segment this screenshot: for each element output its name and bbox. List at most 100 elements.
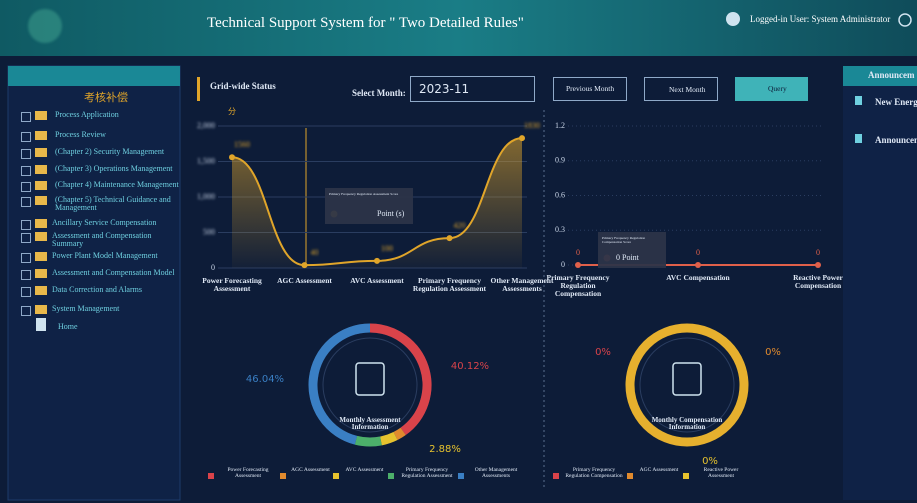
y-tick-label: 500 [203,227,215,236]
folder-icon [35,131,47,140]
legend-label: Reactive Power Assessment [703,467,739,479]
donut-slice [393,427,406,441]
tree-item[interactable]: (Chapter 3) Operations Management [55,164,173,173]
prev-button[interactable]: Previous Month [553,77,627,101]
unit-label: 分 [228,107,236,116]
logo [28,9,62,43]
point [301,262,308,269]
tree-item[interactable]: (Chapter 5) Technical Guidance and Manag… [55,195,171,213]
section-title: Grid-wide Status [210,81,276,91]
x-tick-label: Primary Frequency Regulation Assessment [412,276,487,293]
folder-icon [35,252,47,261]
value-label: 40.12% [451,361,489,372]
next-label: Next Month [669,85,706,94]
expand-icon [21,149,31,159]
expand-icon [21,166,31,176]
legend-swatch [683,473,689,479]
y-tick-label: 2,000 [197,121,215,130]
legend-label: Primary Frequency Regulation Assessment [401,467,453,479]
x-tick-label: Reactive Power Compensation [793,273,843,290]
donut-title: Monthly Assessment Information [339,416,401,432]
tooltip [325,188,413,224]
legend-swatch [388,473,394,479]
value-label: 0 [816,248,820,257]
folder-icon [35,111,47,120]
announce-item[interactable]: Announcem [875,135,917,145]
y-tick-label: 0 [211,263,215,272]
x-tick-label: Primary Frequency Regulation Compensatio… [546,273,610,298]
query-button[interactable]: Query [735,77,808,101]
value-label: 46.04% [246,374,284,385]
legend-swatch [627,473,633,479]
expand-icon [21,220,31,230]
legend-label: AGC Assessment [291,467,330,473]
point [374,257,380,264]
folder-icon [35,269,47,278]
tree-item[interactable]: Process Application [55,110,119,119]
legend-label: AVC Assessment [345,467,384,473]
x-tick-label: Other Management Assessments [490,276,554,293]
icon [672,362,702,396]
y-tick-label: 1,500 [197,156,215,165]
y-tick-label: 0.3 [555,225,565,234]
point [575,262,581,268]
x-tick-label: Power Forecasting Assessment [202,276,262,293]
tooltip-text: 0 Point [616,253,639,262]
app-title: Technical Support System for " Two Detai… [207,15,524,31]
y-tick-label: 0.9 [555,156,565,165]
header-bar [0,0,917,56]
legend-label: Power Forecasting Assessment [227,467,269,479]
donut-slice [369,323,432,436]
ring [625,323,749,447]
tree-item[interactable]: Data Correction and Alarms [52,285,142,294]
tree-item[interactable]: Ancillary Service Compensation [52,218,157,227]
announce-item[interactable]: New Energ [875,97,917,107]
value-label: 1830 [524,121,540,130]
tree-item[interactable]: Assessment and Compensation Summary [52,231,152,249]
point [815,262,821,268]
value-label: 0 [576,248,580,257]
donut-slice [354,435,382,447]
tree-item[interactable]: Process Review [55,130,106,139]
tree-item[interactable]: Assessment and Compensation Model [52,268,175,277]
y-tick-label: 0 [561,260,565,269]
x-tick-label: AVC Compensation [666,273,730,282]
value-label: 100 [381,244,393,253]
tree-item[interactable]: System Management [52,304,120,313]
tree-item[interactable]: Home [58,322,78,331]
folder-icon [35,305,47,314]
expand-icon [21,197,31,207]
legend-swatch [458,473,464,479]
point [695,262,701,268]
tooltip-title: Primary Frequency Regulation Compensatio… [602,236,646,244]
legend-label: Primary Frequency Regulation Compensatio… [565,467,623,479]
inner-ring [322,337,418,433]
tree-item[interactable]: Power Plant Model Management [52,251,158,260]
expand-icon [21,233,31,243]
tooltip-unit: Point (s) [377,209,405,218]
next-button[interactable]: Next Month [644,77,718,101]
tree-item[interactable]: (Chapter 4) Maintenance Management [55,180,179,189]
y-tick-label: 1.2 [555,121,565,130]
expand-icon [21,306,31,316]
tree-item[interactable]: (Chapter 2) Security Management [55,147,165,156]
sidebar-head [8,66,180,86]
clock-icon [898,13,912,27]
folder-icon [35,148,47,157]
user-icon [726,12,740,26]
area [232,138,522,268]
month-picker[interactable]: 2023-11 [410,76,535,102]
announce-icon [855,96,862,105]
value-label: 0% [765,347,781,358]
legend-label: AGC Assessment [639,467,679,473]
tooltip-title: Primary Frequency Regulation Assessment … [329,192,399,196]
expand-icon [21,287,31,297]
folder-icon [35,196,47,205]
legend-swatch [553,473,559,479]
expand-icon [21,132,31,142]
point [446,235,453,242]
announce-title: Announcem [868,70,915,80]
legend-label: Other Management Assessments [474,467,518,479]
prev-label: Previous Month [566,84,615,93]
